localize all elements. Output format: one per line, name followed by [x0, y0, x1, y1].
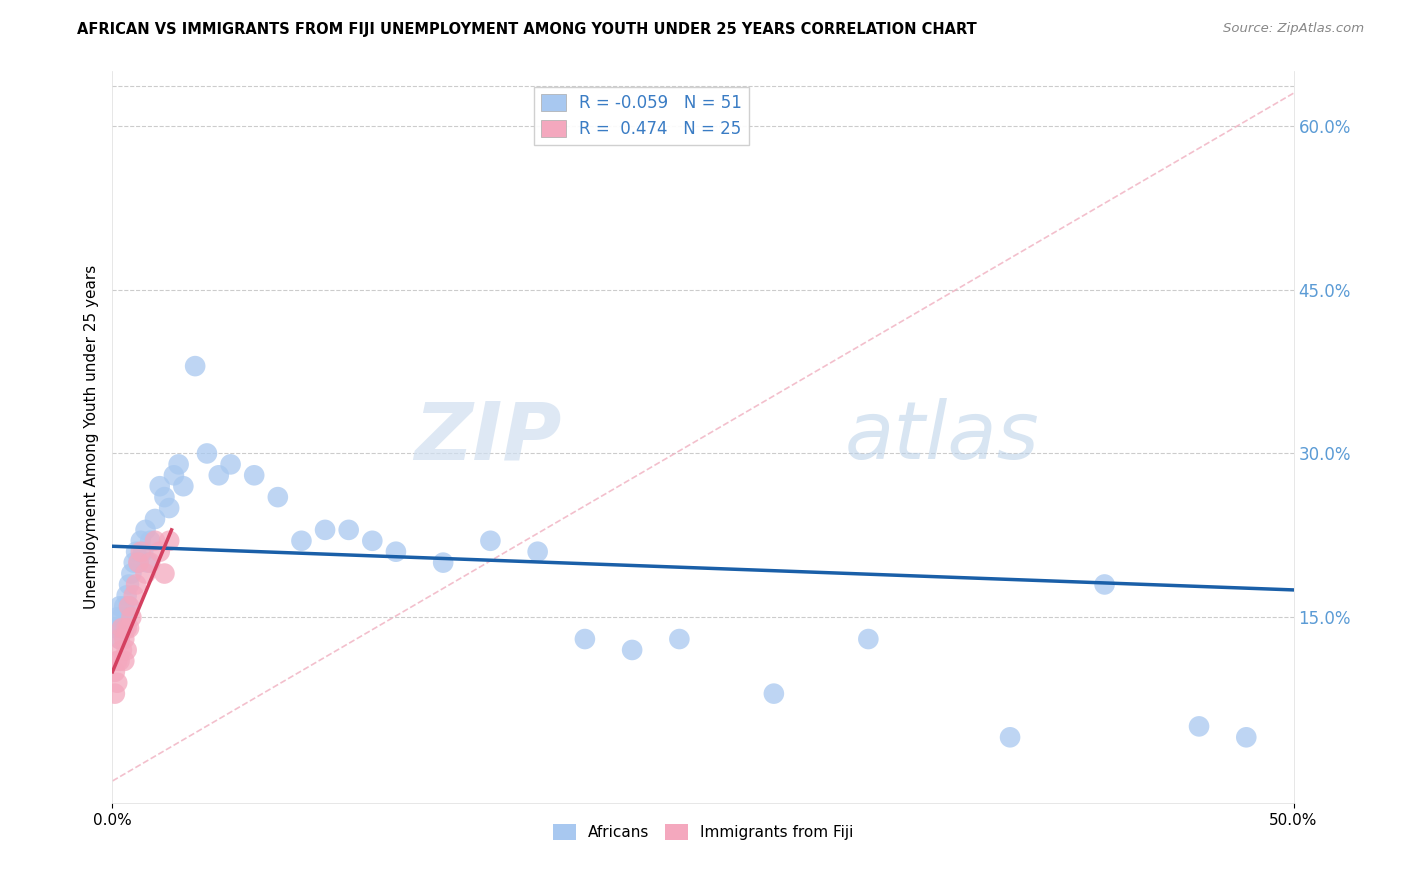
Point [385, 545, 408, 559]
Point [143, 533, 166, 548]
Point [314, 523, 336, 537]
Point [122, 556, 145, 570]
Point [112, 621, 135, 635]
Point [104, 687, 127, 701]
Point [118, 577, 141, 591]
Point [108, 654, 131, 668]
Point [105, 654, 128, 668]
Text: ZIP: ZIP [413, 398, 561, 476]
Point [135, 566, 157, 581]
Point [135, 523, 157, 537]
Point [139, 556, 162, 570]
Point [998, 731, 1021, 745]
Point [115, 621, 138, 635]
Point [163, 468, 186, 483]
Text: atlas: atlas [845, 398, 1039, 476]
Point [526, 545, 548, 559]
Point [127, 556, 149, 570]
Point [149, 545, 172, 559]
Point [118, 599, 141, 614]
Point [243, 468, 266, 483]
Point [104, 665, 127, 679]
Point [115, 610, 138, 624]
Point [432, 556, 454, 570]
Point [118, 621, 141, 635]
Point [167, 458, 190, 472]
Point [136, 556, 159, 570]
Text: AFRICAN VS IMMIGRANTS FROM FIJI UNEMPLOYMENT AMONG YOUTH UNDER 25 YEARS CORRELAT: AFRICAN VS IMMIGRANTS FROM FIJI UNEMPLOY… [77, 22, 977, 37]
Point [139, 533, 162, 548]
Point [108, 632, 131, 646]
Point [112, 654, 135, 668]
Point [120, 566, 142, 581]
Point [574, 632, 596, 646]
Point [125, 577, 148, 591]
Point [172, 479, 194, 493]
Point [111, 621, 134, 635]
Point [858, 632, 880, 646]
Point [149, 479, 172, 493]
Point [105, 610, 128, 624]
Point [111, 621, 134, 635]
Point [111, 610, 134, 624]
Point [118, 599, 141, 614]
Point [112, 599, 135, 614]
Point [479, 533, 502, 548]
Point [157, 501, 180, 516]
Legend: Africans, Immigrants from Fiji: Africans, Immigrants from Fiji [547, 818, 859, 847]
Point [762, 687, 785, 701]
Point [108, 599, 131, 614]
Point [129, 545, 152, 559]
Point [127, 556, 149, 570]
Point [668, 632, 690, 646]
Point [153, 490, 176, 504]
Point [143, 512, 166, 526]
Point [1188, 719, 1211, 733]
Point [105, 675, 128, 690]
Point [132, 545, 155, 559]
Point [111, 643, 134, 657]
Point [129, 533, 152, 548]
Point [219, 458, 242, 472]
Point [1234, 731, 1257, 745]
Point [108, 632, 131, 646]
Y-axis label: Unemployment Among Youth under 25 years: Unemployment Among Youth under 25 years [83, 265, 98, 609]
Point [115, 588, 138, 602]
Point [120, 610, 142, 624]
Point [122, 588, 145, 602]
Point [621, 643, 644, 657]
Point [153, 566, 176, 581]
Point [290, 533, 312, 548]
Point [125, 545, 148, 559]
Text: Source: ZipAtlas.com: Source: ZipAtlas.com [1223, 22, 1364, 36]
Point [184, 359, 207, 373]
Point [208, 468, 231, 483]
Point [104, 621, 127, 635]
Point [195, 446, 218, 460]
Point [337, 523, 360, 537]
Point [112, 632, 135, 646]
Point [267, 490, 290, 504]
Point [361, 533, 384, 548]
Point [157, 533, 180, 548]
Point [115, 643, 138, 657]
Point [1094, 577, 1116, 591]
